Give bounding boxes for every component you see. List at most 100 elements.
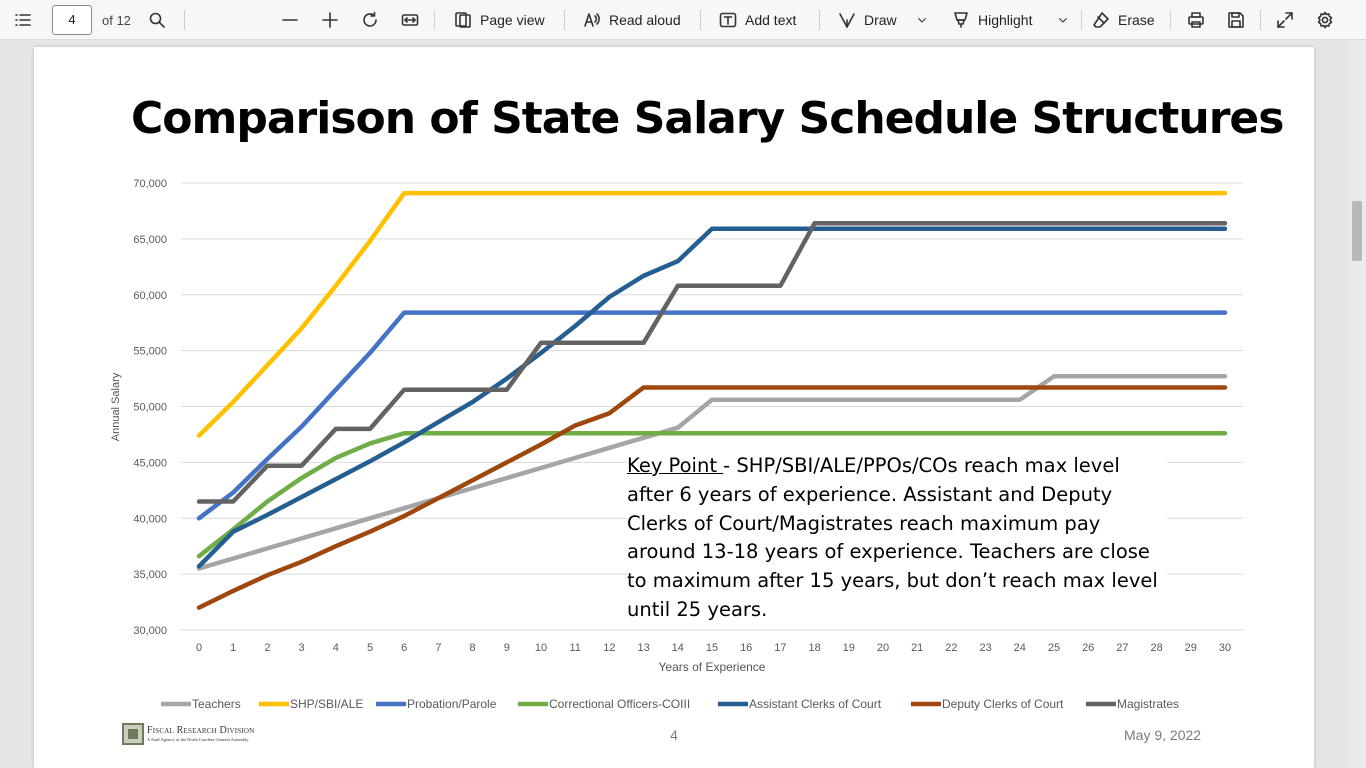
fiscal-research-logo: Fiscal Research Division A Staff Agency … [122, 723, 254, 745]
y-tick-label: 30,000 [133, 625, 167, 637]
legend-label: Deputy Clerks of Court [942, 697, 1064, 711]
x-tick-label: 21 [911, 642, 923, 654]
chevron-down-icon [1059, 18, 1067, 23]
footer-date: May 9, 2022 [1124, 727, 1202, 743]
x-tick-label: 6 [401, 642, 407, 654]
search-button[interactable] [148, 0, 166, 40]
x-tick-label: 27 [1116, 642, 1128, 654]
plus-icon [322, 12, 338, 28]
logo-name: Fiscal Research Division [147, 724, 255, 736]
x-tick-label: 30 [1219, 642, 1231, 654]
x-tick-label: 13 [637, 642, 649, 654]
draw-icon [839, 13, 855, 28]
key-point-label: Key Point [627, 454, 724, 477]
x-tick-label: 16 [740, 642, 752, 654]
x-tick-label: 8 [470, 642, 476, 654]
save-button[interactable] [1227, 0, 1245, 40]
legend-label: SHP/SBI/ALE [290, 697, 363, 711]
chevron-down-icon [918, 18, 926, 23]
draw-button[interactable]: Draw [838, 0, 897, 40]
page-view-label: Page view [480, 12, 545, 28]
x-tick-label: 24 [1014, 642, 1026, 654]
y-tick-label: 40,000 [133, 513, 167, 525]
y-tick-label: 45,000 [133, 457, 167, 469]
contents-button[interactable] [14, 0, 32, 40]
x-tick-label: 22 [945, 642, 957, 654]
read-aloud-button[interactable]: Read aloud [583, 0, 681, 40]
x-tick-label: 9 [504, 642, 510, 654]
key-point-text: - SHP/SBI/ALE/PPOs/COs reach max level a… [627, 454, 1158, 621]
legend-label: Teachers [192, 697, 241, 711]
table-of-contents-icon [15, 14, 31, 26]
x-tick-label: 7 [435, 642, 441, 654]
save-icon [1228, 12, 1244, 28]
page-view-button[interactable]: Page view [454, 0, 545, 40]
scrollbar-thumb[interactable] [1352, 201, 1362, 261]
fullscreen-button[interactable] [1276, 0, 1294, 40]
page-view-icon [455, 12, 471, 28]
vertical-scrollbar[interactable] [1348, 41, 1366, 768]
read-aloud-label: Read aloud [609, 12, 681, 28]
series-line [196, 220, 1228, 504]
print-button[interactable] [1187, 0, 1205, 40]
salary-line-chart: 30,000 35,000 40,000 45,000 50,000 55,000 60,0… [110, 178, 1243, 711]
read-aloud-icon [584, 13, 600, 27]
x-tick-label: 0 [196, 642, 202, 654]
rotate-button[interactable] [361, 0, 379, 40]
erase-label: Erase [1118, 12, 1155, 28]
x-tick-label: 15 [706, 642, 718, 654]
y-tick-label: 55,000 [133, 346, 167, 358]
settings-button[interactable] [1316, 0, 1334, 40]
x-tick-label: 10 [535, 642, 547, 654]
y-tick-label: 50,000 [133, 402, 167, 414]
slide-title: Comparison of State Salary Schedule Stru… [131, 93, 1284, 144]
x-tick-label: 17 [774, 642, 786, 654]
x-tick-label: 2 [264, 642, 270, 654]
series-line [196, 385, 1228, 610]
y-axis-label: Annual Salary [110, 372, 122, 441]
footer-page-number: 4 [670, 727, 678, 743]
x-tick-label: 3 [299, 642, 305, 654]
legend-label: Magistrates [1117, 697, 1179, 711]
x-tick-label: 20 [877, 642, 889, 654]
draw-options-button[interactable] [916, 0, 928, 40]
x-tick-label: 14 [672, 642, 684, 654]
draw-label: Draw [864, 12, 897, 28]
key-point-callout: Key Point - SHP/SBI/ALE/PPOs/COs reach m… [627, 452, 1167, 625]
x-tick-label: 12 [603, 642, 615, 654]
zoom-in-button[interactable] [321, 0, 339, 40]
series-line [196, 190, 1228, 438]
page-count: of 12 [102, 12, 131, 28]
add-text-button[interactable]: Add text [719, 0, 796, 40]
series-line [196, 310, 1228, 521]
erase-button[interactable]: Erase [1092, 0, 1155, 40]
series-line [196, 431, 1228, 559]
add-text-icon [719, 12, 737, 28]
pdf-page: Comparison of State Salary Schedule Stru… [34, 47, 1314, 768]
logo-tagline: A Staff Agency of the North Carolina Gen… [147, 736, 249, 742]
fit-width-icon [401, 14, 419, 26]
minus-icon [282, 19, 298, 21]
series-line [196, 374, 1228, 571]
eraser-icon [1093, 12, 1109, 28]
chart-legend: Teachers SHP/SBI/ALE Probation/Parole Corre… [161, 697, 1179, 711]
y-tick-label: 35,000 [133, 569, 167, 581]
legend-label: Probation/Parole [407, 697, 497, 711]
gear-icon [1317, 11, 1333, 29]
fit-width-button[interactable] [401, 0, 419, 40]
x-tick-label: 28 [1150, 642, 1162, 654]
zoom-out-button[interactable] [281, 0, 299, 40]
pdf-toolbar: 4 of 12 Page view Read aloud Add text Dr… [0, 0, 1366, 40]
x-tick-label: 19 [843, 642, 855, 654]
y-tick-label: 70,000 [133, 178, 167, 190]
x-tick-label: 11 [569, 642, 580, 654]
legend-label: Assistant Clerks of Court [749, 697, 882, 711]
search-icon [149, 12, 165, 28]
y-tick-label: 60,000 [133, 290, 167, 302]
x-tick-label: 5 [367, 642, 373, 654]
x-tick-label: 25 [1048, 642, 1060, 654]
highlighter-icon [954, 12, 968, 28]
highlight-options-button[interactable] [1057, 0, 1069, 40]
highlight-button[interactable]: Highlight [952, 0, 1032, 40]
page-number-input[interactable]: 4 [52, 5, 92, 35]
